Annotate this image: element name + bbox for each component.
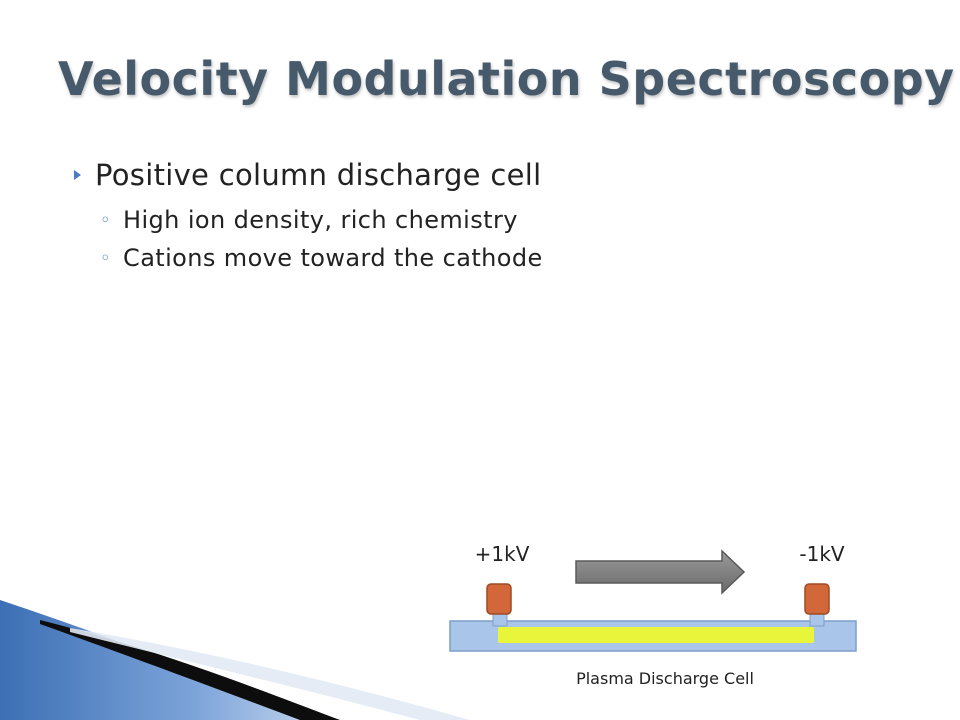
sub-bullet: ◦ High ion density, rich chemistry <box>100 206 543 234</box>
sub-bullet-text: High ion density, rich chemistry <box>123 206 518 234</box>
anode-voltage-label: +1kV <box>475 542 530 566</box>
triangle-bullet-icon <box>74 170 81 180</box>
main-bullet-text: Positive column discharge cell <box>95 158 542 192</box>
ring-bullet-icon: ◦ <box>100 209 112 231</box>
cathode-electrode <box>804 583 830 615</box>
ring-bullet-icon: ◦ <box>100 247 112 269</box>
anode-electrode <box>486 583 512 615</box>
slide-title: Velocity Modulation Spectroscopy <box>58 52 955 106</box>
diagram-caption: Plasma Discharge Cell <box>576 669 754 688</box>
main-bullet: Positive column discharge cell <box>74 158 543 192</box>
sub-bullet: ◦ Cations move toward the cathode <box>100 244 543 272</box>
sub-bullet-text: Cations move toward the cathode <box>123 244 543 272</box>
plasma-column <box>498 627 814 643</box>
bullet-list: Positive column discharge cell ◦ High io… <box>74 158 543 272</box>
cathode-voltage-label: -1kV <box>799 542 845 566</box>
cation-direction-arrow <box>575 549 746 595</box>
